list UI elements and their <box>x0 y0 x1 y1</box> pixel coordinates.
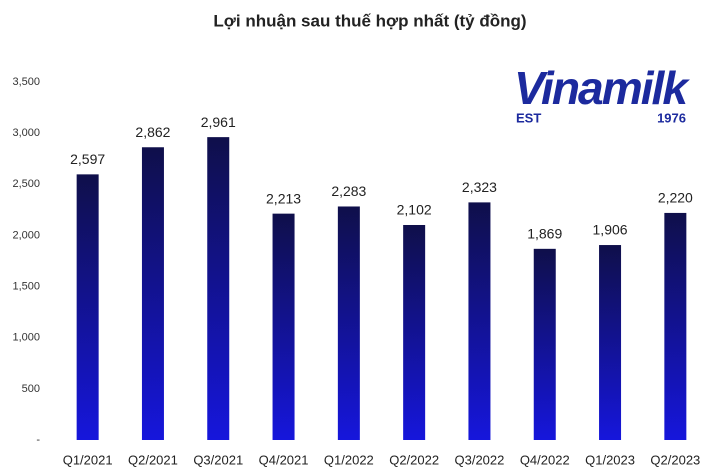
value-label: 2,213 <box>266 190 301 206</box>
bar <box>533 248 556 440</box>
y-tick-label: 2,500 <box>12 178 40 190</box>
value-label: 2,283 <box>331 183 366 199</box>
value-label: 2,597 <box>70 151 105 167</box>
x-tick-label: Q3/2022 <box>455 452 505 467</box>
x-tick-label: Q2/2021 <box>128 452 178 467</box>
y-tick-label: 3,500 <box>12 76 40 88</box>
logo: Vinamilk EST 1976 <box>514 62 692 125</box>
value-label: 1,869 <box>527 226 562 242</box>
bar <box>207 137 230 440</box>
x-tick-label: Q1/2022 <box>324 452 374 467</box>
bar <box>468 202 491 440</box>
x-tick-label: Q2/2022 <box>389 452 439 467</box>
value-label: 2,323 <box>462 179 497 195</box>
x-tick-label: Q1/2021 <box>63 452 113 467</box>
x-tick-label: Q4/2022 <box>520 452 570 467</box>
value-label: 2,961 <box>201 114 236 130</box>
value-label: 2,220 <box>658 190 693 206</box>
x-tick-label: Q3/2021 <box>193 452 243 467</box>
x-tick-label: Q2/2023 <box>650 452 700 467</box>
value-label: 2,862 <box>135 124 170 140</box>
y-tick-label: 3,000 <box>12 127 40 139</box>
bar <box>76 174 99 440</box>
logo-name: Vinamilk <box>514 62 690 114</box>
y-tick-label: 1,500 <box>12 280 40 292</box>
y-tick-label: 2,000 <box>12 229 40 241</box>
bar <box>403 224 426 440</box>
logo-year: 1976 <box>657 110 686 125</box>
value-label: 2,102 <box>397 202 432 218</box>
y-tick-label: 1,000 <box>12 332 40 344</box>
logo-est: EST <box>516 110 541 125</box>
bar <box>599 245 622 440</box>
x-tick-label: Q4/2021 <box>259 452 309 467</box>
bar <box>337 206 360 440</box>
y-tick-label: - <box>36 434 40 446</box>
bar <box>141 147 164 440</box>
y-tick-label: 500 <box>22 383 40 395</box>
bar <box>664 212 687 440</box>
bar <box>272 213 295 440</box>
x-tick-label: Q1/2023 <box>585 452 635 467</box>
chart-title: Lợi nhuận sau thuế hợp nhất (tỷ đồng) <box>213 11 526 30</box>
value-label: 1,906 <box>593 222 628 238</box>
